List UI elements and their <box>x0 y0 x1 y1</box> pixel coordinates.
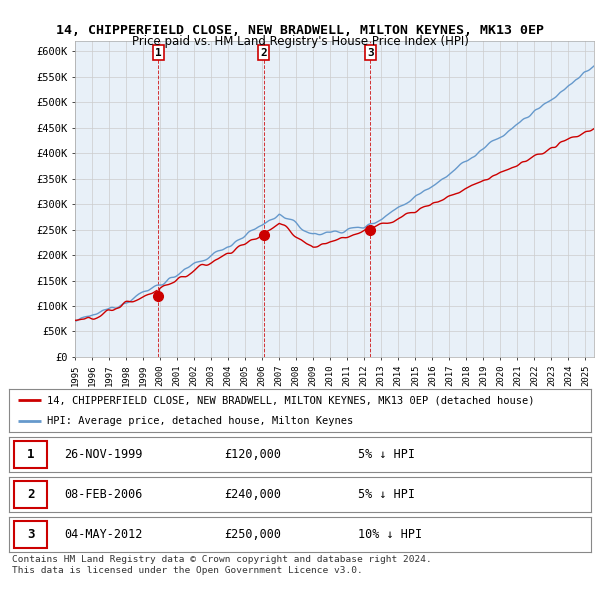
FancyBboxPatch shape <box>14 521 47 548</box>
Text: £120,000: £120,000 <box>224 448 281 461</box>
Text: 3: 3 <box>367 48 374 58</box>
FancyBboxPatch shape <box>14 481 47 508</box>
Text: 2: 2 <box>27 488 34 501</box>
Text: 26-NOV-1999: 26-NOV-1999 <box>64 448 143 461</box>
Text: 2: 2 <box>260 48 267 58</box>
Text: 1: 1 <box>155 48 162 58</box>
Text: 5% ↓ HPI: 5% ↓ HPI <box>358 488 415 501</box>
Text: 14, CHIPPERFIELD CLOSE, NEW BRADWELL, MILTON KEYNES, MK13 0EP (detached house): 14, CHIPPERFIELD CLOSE, NEW BRADWELL, MI… <box>47 395 535 405</box>
Text: 08-FEB-2006: 08-FEB-2006 <box>64 488 143 501</box>
FancyBboxPatch shape <box>14 441 47 468</box>
Text: Contains HM Land Registry data © Crown copyright and database right 2024.
This d: Contains HM Land Registry data © Crown c… <box>12 555 432 575</box>
Text: Price paid vs. HM Land Registry's House Price Index (HPI): Price paid vs. HM Land Registry's House … <box>131 35 469 48</box>
Text: HPI: Average price, detached house, Milton Keynes: HPI: Average price, detached house, Milt… <box>47 417 353 426</box>
Text: 10% ↓ HPI: 10% ↓ HPI <box>358 528 422 541</box>
Text: 3: 3 <box>27 528 34 541</box>
Text: 1: 1 <box>27 448 34 461</box>
Text: £250,000: £250,000 <box>224 528 281 541</box>
Text: 04-MAY-2012: 04-MAY-2012 <box>64 528 143 541</box>
Text: £240,000: £240,000 <box>224 488 281 501</box>
Text: 14, CHIPPERFIELD CLOSE, NEW BRADWELL, MILTON KEYNES, MK13 0EP: 14, CHIPPERFIELD CLOSE, NEW BRADWELL, MI… <box>56 24 544 37</box>
Text: 5% ↓ HPI: 5% ↓ HPI <box>358 448 415 461</box>
